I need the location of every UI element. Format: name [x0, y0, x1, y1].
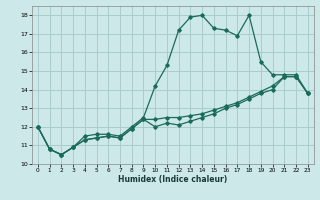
- X-axis label: Humidex (Indice chaleur): Humidex (Indice chaleur): [118, 175, 228, 184]
